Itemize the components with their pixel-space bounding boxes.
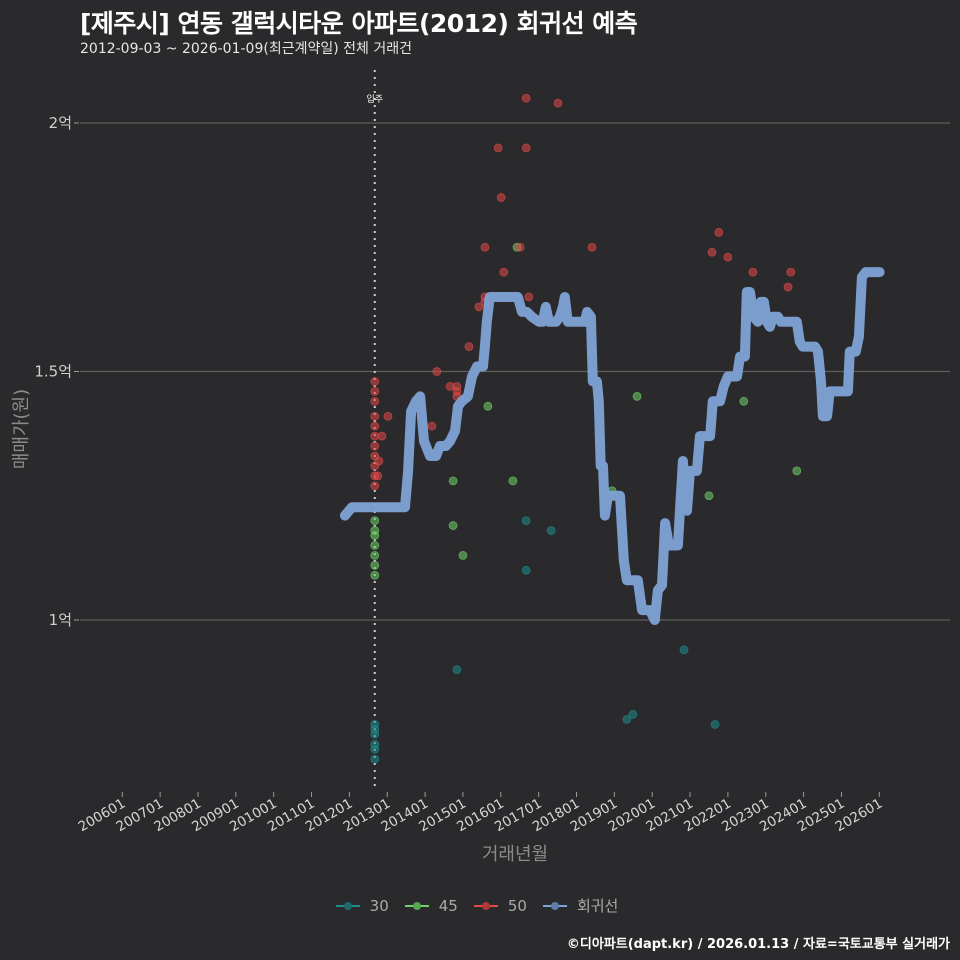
data-point-50 [373,471,383,481]
data-point-50 [783,282,793,292]
legend-key-50-icon [473,899,498,913]
legend-label: 45 [438,896,458,915]
data-point-45 [483,401,493,411]
annotation-label: 입주 [366,93,383,105]
legend-key-regression-icon [542,899,567,913]
grid-lines [80,122,950,621]
data-point-50 [370,411,380,421]
legend-label: 30 [369,896,389,915]
data-point-45 [448,476,458,486]
y-tick-label: 1억 [49,611,72,629]
legend-key-30-icon [335,899,360,913]
data-point-50 [714,227,724,237]
data-point-45 [370,560,380,570]
data-point-30 [628,710,638,719]
data-point-50 [786,267,796,277]
data-point-50 [499,267,509,277]
data-point-50 [432,367,442,376]
legend-item-50: 50 [473,896,527,915]
legend-label: 50 [507,896,527,915]
x-axis: 2006012007012008012009012010012011012012… [76,792,885,835]
data-point-45 [370,531,380,540]
legend-item-45: 45 [404,896,458,915]
data-point-50 [383,411,393,421]
data-point-50 [521,93,531,103]
data-point-30 [370,754,380,764]
data-point-45 [704,491,714,501]
source-credit: ©디아파트(dapt.kr) / 2026.01.13 / 자료=국토교통부 실… [566,937,950,952]
regression-line [339,267,885,625]
legend: 30 45 50 회귀선 [0,895,960,916]
data-point-45 [370,550,380,560]
y-axis: 1억 1.5억 2억 [34,114,79,629]
data-point-30 [710,719,720,729]
data-point-50 [370,377,380,386]
data-point-50 [723,252,733,262]
data-point-30 [546,526,556,535]
data-point-50 [553,98,563,108]
data-point-50 [370,441,380,451]
data-point-50 [524,292,534,302]
data-point-45 [370,570,380,580]
data-point-50 [521,143,531,153]
scatter-points [370,93,802,764]
y-tick-label: 2억 [49,114,72,132]
legend-label: 회귀선 [576,897,619,915]
data-point-30 [370,744,380,754]
move-in-annotation: 입주 [366,70,383,790]
data-point-30 [679,645,689,655]
data-point-50 [427,421,437,431]
chart-subtitle: 2012-09-03 ~ 2026-01-09(최근계약일) 전체 거래건 [80,41,412,57]
legend-key-45-icon [404,899,429,913]
data-point-50 [370,481,380,491]
data-point-50 [464,342,474,352]
legend-item-30: 30 [335,896,389,915]
data-point-50 [707,247,717,257]
data-point-45 [632,391,642,401]
y-axis-title: 매매가(원) [11,388,32,470]
data-point-45 [792,466,802,476]
data-point-50 [480,242,490,252]
data-point-30 [452,665,462,675]
data-point-45 [739,396,749,406]
data-point-50 [748,267,758,277]
data-point-30 [370,729,380,739]
data-point-50 [370,396,380,406]
chart-title: [제주시] 연동 갤럭시타운 아파트(2012) 회귀선 예측 [80,9,638,38]
data-point-50 [587,242,597,252]
legend-item-regression: 회귀선 [542,895,619,916]
data-point-50 [377,431,387,441]
regression-path [339,267,885,625]
data-point-30 [622,715,632,724]
data-point-50 [496,193,506,202]
data-point-30 [521,516,531,525]
data-point-45 [508,476,518,486]
data-point-30 [521,565,531,575]
data-point-50 [474,302,484,312]
data-point-50 [493,143,503,153]
data-point-45 [370,541,380,550]
y-tick-label: 1.5억 [34,363,72,381]
data-point-50 [374,456,384,466]
data-point-45 [370,516,380,525]
data-point-50 [370,421,380,431]
data-point-50 [370,386,380,396]
data-point-45 [458,550,468,560]
data-point-50 [515,242,525,252]
x-axis-title: 거래년월 [481,844,549,865]
data-point-45 [448,521,458,530]
